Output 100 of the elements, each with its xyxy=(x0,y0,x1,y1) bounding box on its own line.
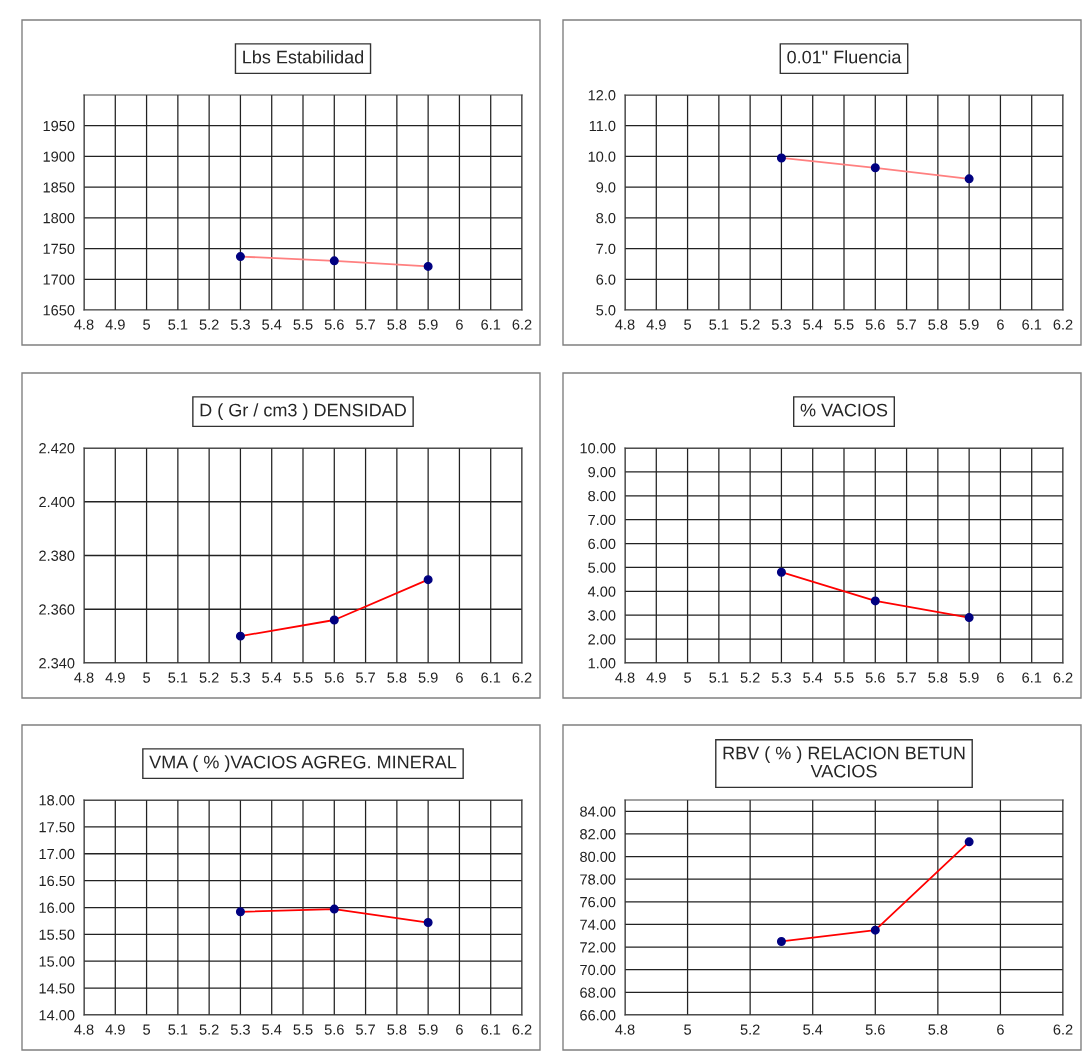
x-tick-label: 5 xyxy=(684,1024,692,1035)
y-tick-label: 15.50 xyxy=(39,929,75,940)
x-tick-label: 4.8 xyxy=(74,672,94,683)
x-tick-label: 5.7 xyxy=(897,319,916,330)
x-tick-label: 5.8 xyxy=(928,1024,948,1035)
y-tick-label: 9.00 xyxy=(588,466,616,478)
x-tick-label: 5.7 xyxy=(356,1024,375,1035)
y-tick-label: 2.360 xyxy=(39,604,75,615)
y-tick-label: 1850 xyxy=(43,182,75,193)
y-tick-label: 2.380 xyxy=(39,550,75,561)
y-tick-label: 72.00 xyxy=(580,942,616,953)
x-tick-label: 5.9 xyxy=(418,672,438,683)
x-tick-label: 5.1 xyxy=(168,672,188,683)
x-tick-label: 5.4 xyxy=(262,1024,282,1035)
y-tick-label: 70.00 xyxy=(580,964,616,976)
x-tick-label: 5.3 xyxy=(771,672,791,683)
y-tick-label: 17.50 xyxy=(39,821,75,833)
y-tick-label: 5.00 xyxy=(588,562,616,573)
x-tick-label: 4.8 xyxy=(74,319,94,330)
x-tick-label: 5.6 xyxy=(865,319,885,330)
x-tick-label: 5.9 xyxy=(959,672,979,683)
y-tick-label: 11.0 xyxy=(589,120,616,132)
y-tick-label: 16.00 xyxy=(39,902,75,913)
y-tick-label: 6.00 xyxy=(588,538,616,549)
x-tick-label: 4.9 xyxy=(105,1024,125,1035)
y-tick-label: 2.00 xyxy=(588,634,616,645)
y-tick-label: 6.0 xyxy=(596,274,616,285)
y-tick-label: 84.00 xyxy=(580,806,616,817)
x-tick-label: 6.1 xyxy=(481,319,501,330)
y-tick-label: 78.00 xyxy=(580,874,616,885)
y-tick-label: 68.00 xyxy=(580,987,616,998)
chart-title: % VACIOS xyxy=(800,403,888,417)
x-tick-label: 5.7 xyxy=(356,672,375,683)
y-tick-label: 1750 xyxy=(43,243,75,254)
x-tick-label: 5.3 xyxy=(230,672,250,683)
x-tick-label: 5.2 xyxy=(740,319,760,330)
x-tick-label: 6.1 xyxy=(481,1024,501,1035)
y-tick-label: 1700 xyxy=(43,274,75,285)
x-tick-label: 5.8 xyxy=(928,319,948,330)
x-tick-label: 6 xyxy=(997,672,1004,683)
x-tick-label: 5.2 xyxy=(199,672,219,683)
y-tick-label: 15.00 xyxy=(39,956,75,967)
x-tick-label: 5.6 xyxy=(865,1024,885,1035)
y-tick-label: 2.340 xyxy=(39,658,75,669)
x-tick-label: 5 xyxy=(143,319,151,330)
y-tick-label: 3.00 xyxy=(588,610,616,621)
y-tick-label: 14.50 xyxy=(39,983,75,994)
x-tick-label: 6 xyxy=(456,672,463,683)
x-tick-label: 5.3 xyxy=(771,319,791,330)
x-tick-label: 5.7 xyxy=(356,319,375,330)
x-tick-label: 5.1 xyxy=(168,319,188,330)
y-tick-label: 9.0 xyxy=(596,182,616,193)
x-tick-label: 5.5 xyxy=(293,672,313,683)
y-tick-label: 1950 xyxy=(43,120,75,132)
x-tick-label: 5.9 xyxy=(418,319,438,330)
x-tick-label: 4.9 xyxy=(105,672,125,683)
y-tick-label: 16.50 xyxy=(39,875,75,887)
y-tick-label: 7.00 xyxy=(588,514,616,526)
x-tick-label: 5.3 xyxy=(230,319,250,330)
x-tick-label: 5.9 xyxy=(418,1024,438,1035)
chart-title: 0.01" Fluencia xyxy=(787,50,902,64)
y-tick-label: 10.00 xyxy=(580,443,616,454)
y-tick-label: 5.0 xyxy=(596,305,616,316)
x-tick-label: 4.8 xyxy=(615,1024,635,1035)
x-tick-label: 6.2 xyxy=(512,1024,532,1035)
y-tick-label: 14.00 xyxy=(39,1010,75,1021)
x-tick-label: 5.6 xyxy=(324,1024,344,1035)
y-tick-label: 2.400 xyxy=(39,496,75,508)
x-tick-label: 6.2 xyxy=(512,319,532,330)
x-tick-label: 4.8 xyxy=(74,1024,94,1035)
x-tick-label: 5.2 xyxy=(199,319,219,330)
x-tick-label: 5.6 xyxy=(324,319,344,330)
x-tick-label: 5.9 xyxy=(959,319,979,330)
x-tick-label: 5.4 xyxy=(803,319,823,330)
x-tick-label: 4.9 xyxy=(105,319,125,330)
x-tick-label: 5.8 xyxy=(387,672,407,683)
y-tick-label: 76.00 xyxy=(580,896,616,908)
x-tick-label: 5.2 xyxy=(740,672,760,683)
x-tick-label: 6.2 xyxy=(1053,672,1073,683)
x-tick-label: 5 xyxy=(143,1024,151,1035)
y-tick-label: 1900 xyxy=(43,151,75,162)
y-tick-label: 74.00 xyxy=(580,919,616,930)
x-tick-label: 6.2 xyxy=(1053,319,1073,330)
y-tick-label: 4.00 xyxy=(587,586,616,597)
x-tick-label: 5.8 xyxy=(928,672,948,683)
x-tick-label: 5.4 xyxy=(262,672,282,683)
x-tick-label: 4.9 xyxy=(646,319,666,330)
chart-title: Lbs Estabilidad xyxy=(243,50,364,64)
y-tick-label: 66.00 xyxy=(580,1010,616,1021)
chart-title: VMA ( % )VACIOS AGREG. MINERAL xyxy=(149,755,457,773)
x-tick-label: 5.2 xyxy=(740,1024,760,1035)
x-tick-label: 6 xyxy=(456,1024,463,1035)
y-tick-label: 8.0 xyxy=(596,212,616,224)
x-tick-label: 5.5 xyxy=(293,319,313,330)
y-tick-label: 8.00 xyxy=(588,490,616,502)
y-tick-label: 7.0 xyxy=(596,243,616,254)
x-tick-label: 5.8 xyxy=(387,1024,407,1035)
y-tick-label: 12.0 xyxy=(588,90,616,101)
x-tick-label: 6.1 xyxy=(1022,319,1042,330)
y-tick-label: 17.00 xyxy=(39,848,75,860)
